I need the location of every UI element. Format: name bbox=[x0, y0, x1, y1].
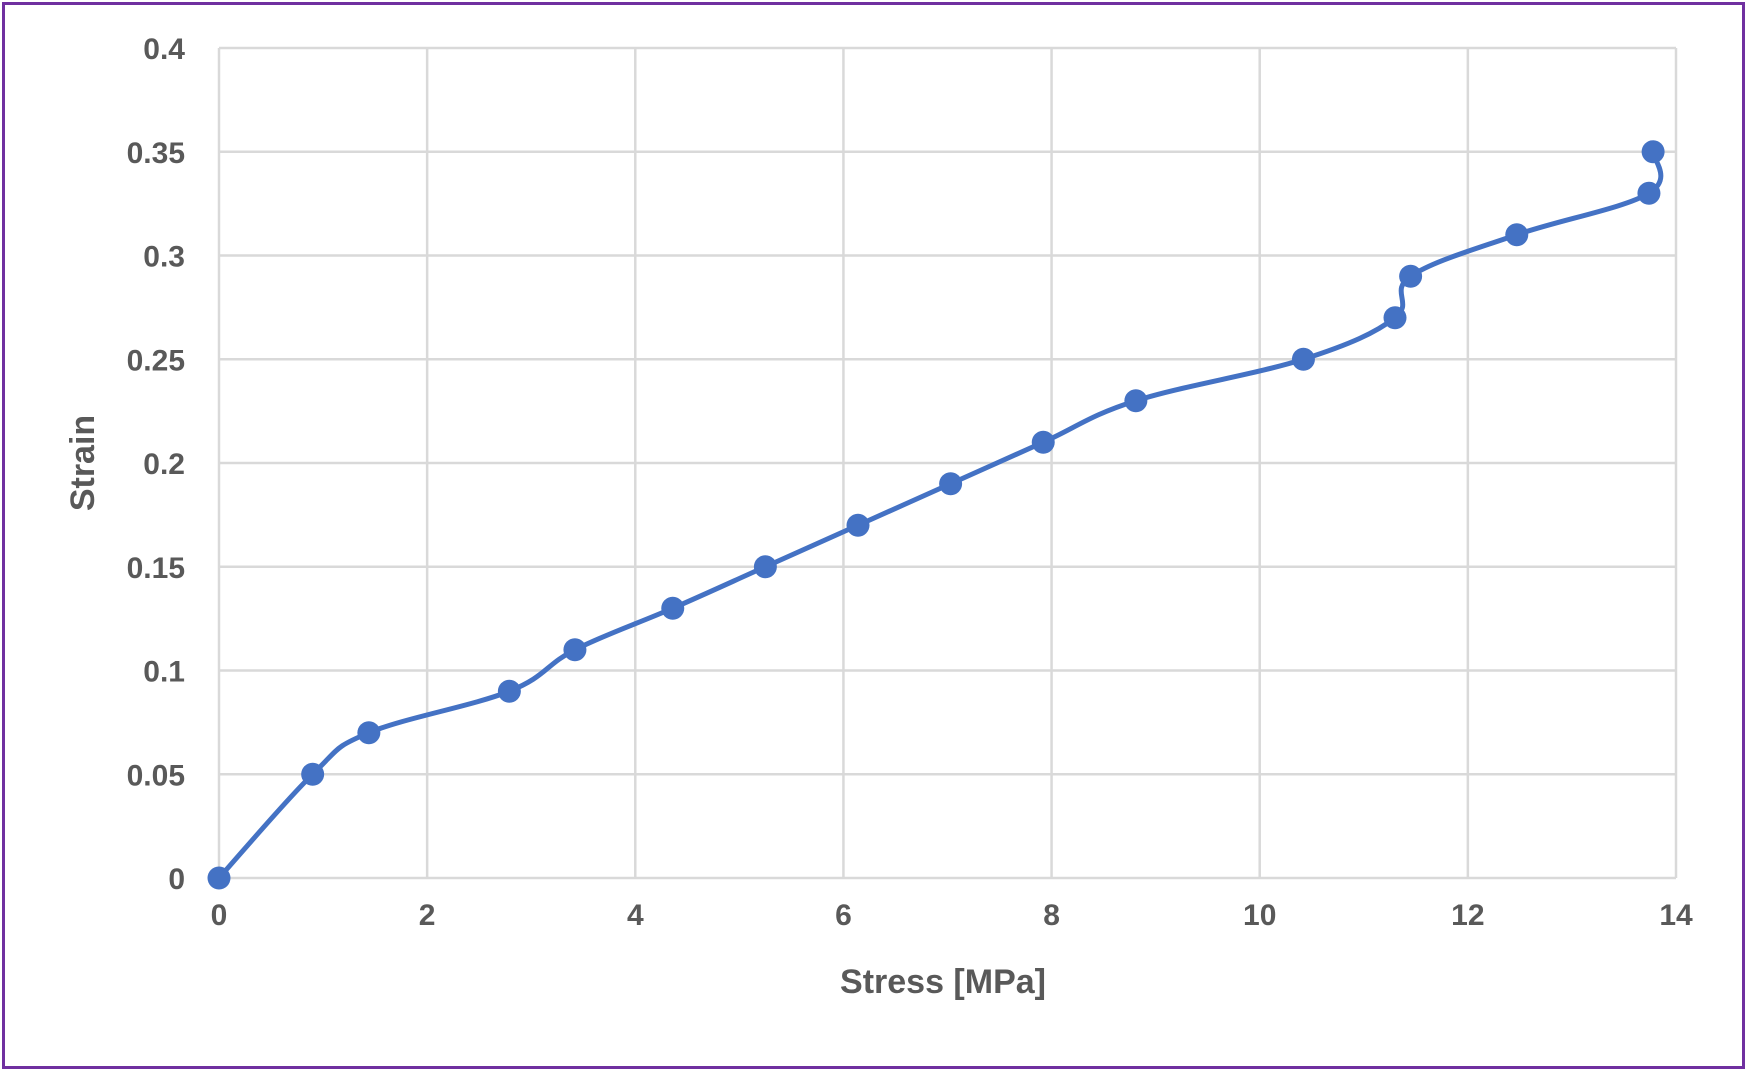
y-tick-label: 0.15 bbox=[127, 552, 185, 585]
y-tick-label: 0.25 bbox=[127, 344, 185, 377]
gridlines bbox=[217, 46, 1678, 880]
x-tick-label: 6 bbox=[835, 899, 852, 932]
data-point bbox=[1505, 223, 1529, 247]
data-point bbox=[301, 762, 325, 786]
data-point bbox=[661, 596, 685, 620]
y-tick-label: 0.4 bbox=[143, 33, 185, 66]
data-point bbox=[1637, 181, 1661, 205]
data-point bbox=[563, 638, 587, 662]
y-tick-label: 0.35 bbox=[127, 137, 185, 170]
x-axis-title: Stress [MPa] bbox=[840, 963, 1046, 1001]
x-tick-label: 14 bbox=[1659, 899, 1693, 932]
x-tick-label: 2 bbox=[419, 899, 436, 932]
data-point bbox=[846, 513, 870, 537]
data-point bbox=[207, 866, 231, 890]
data-point bbox=[1124, 389, 1148, 413]
data-point bbox=[753, 555, 777, 579]
data-point bbox=[497, 679, 521, 703]
y-axis-tick-labels: 0 0.05 0.1 0.15 0.2 0.25 0.3 0.35 0.4 bbox=[127, 33, 186, 896]
x-tick-label: 10 bbox=[1243, 899, 1276, 932]
data-point bbox=[1291, 347, 1315, 371]
data-point bbox=[1383, 306, 1407, 330]
y-tick-label: 0.2 bbox=[143, 448, 185, 481]
y-tick-label: 0.05 bbox=[127, 759, 185, 792]
y-tick-label: 0.1 bbox=[143, 656, 185, 689]
data-point bbox=[1641, 140, 1665, 164]
x-tick-label: 0 bbox=[211, 899, 228, 932]
x-tick-label: 12 bbox=[1451, 899, 1484, 932]
y-axis-title: Strain bbox=[64, 415, 102, 511]
data-point bbox=[1399, 264, 1423, 288]
data-point bbox=[357, 721, 381, 745]
data-series bbox=[207, 140, 1665, 890]
data-point bbox=[939, 472, 963, 496]
x-tick-label: 8 bbox=[1043, 899, 1060, 932]
y-tick-label: 0.3 bbox=[143, 241, 185, 274]
x-tick-label: 4 bbox=[627, 899, 644, 932]
series-line bbox=[216, 149, 1664, 881]
y-tick-label: 0 bbox=[168, 863, 185, 896]
x-axis-tick-labels: 0 2 4 6 8 10 12 14 bbox=[211, 899, 1693, 932]
data-point bbox=[1031, 430, 1055, 454]
